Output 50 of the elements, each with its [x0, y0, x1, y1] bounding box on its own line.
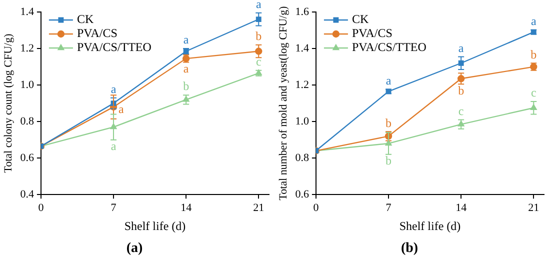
x-tick-label: 21 — [528, 202, 540, 214]
y-tick-label: 0.8 — [20, 115, 34, 128]
x-tick-label: 7 — [386, 202, 392, 214]
y-axis-title: Total number of mold and yeast(log CFU/g) — [277, 6, 290, 200]
x-tick-label: 0 — [38, 202, 44, 214]
data-label: b — [386, 116, 392, 130]
y-tick-label: 1.4 — [295, 42, 310, 54]
y-tick-label: 1.2 — [295, 78, 309, 91]
legend-label: PVA/CS/TTEO — [352, 40, 427, 54]
legend-label: CK — [352, 12, 369, 26]
legend-label: PVA/CS — [76, 26, 118, 40]
data-label: a — [530, 14, 537, 28]
x-tick-label: 0 — [313, 202, 320, 214]
legend-label: PVA/CS/TTEO — [76, 40, 152, 54]
y-tick-label: 1.2 — [20, 42, 34, 54]
x-axis-title: Shelf life (d) — [399, 219, 461, 234]
y-tick-label: 1.6 — [295, 6, 310, 18]
data-label: a — [110, 82, 117, 96]
x-tick-label: 7 — [110, 202, 117, 214]
x-tick-label: 14 — [180, 202, 192, 214]
x-tick-label: 21 — [253, 202, 264, 214]
legend-label: PVA/CS — [352, 26, 392, 40]
data-label: b — [183, 79, 190, 94]
y-tick-label: 1.4 — [20, 6, 34, 18]
y-tick-label: 0.6 — [20, 152, 34, 164]
data-label: b — [530, 47, 537, 62]
data-label: c — [256, 54, 262, 69]
data-label: a — [256, 0, 262, 12]
text: (a) — [126, 241, 143, 256]
data-label: a — [110, 138, 117, 153]
text: (b) — [400, 241, 418, 256]
data-label: a — [118, 102, 125, 116]
data-label: b — [256, 29, 262, 44]
x-axis-title: Shelf life (d) — [124, 219, 186, 234]
data-label: a — [183, 32, 190, 47]
y-tick-label: 1.0 — [295, 115, 310, 128]
data-label: a — [386, 73, 392, 88]
y-tick-label: 0.8 — [295, 152, 310, 164]
y-tick-label: 1.0 — [20, 78, 34, 91]
data-label: a — [458, 40, 464, 55]
data-label: a — [183, 61, 190, 76]
data-label: c — [458, 104, 464, 118]
data-label: b — [386, 154, 392, 168]
x-tick-label: 14 — [456, 202, 468, 214]
data-label: b — [458, 83, 464, 98]
y-tick-label: 0.6 — [295, 188, 310, 200]
legend-label: CK — [76, 12, 94, 26]
y-tick-label: 0.4 — [20, 188, 34, 200]
data-label: c — [530, 86, 536, 100]
y-axis-title: Total colony count (log CFU/g) — [2, 33, 14, 173]
